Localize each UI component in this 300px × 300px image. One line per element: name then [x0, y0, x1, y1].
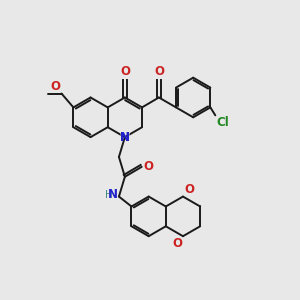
Text: N: N — [120, 130, 130, 144]
Text: N: N — [119, 130, 131, 145]
Text: N: N — [120, 130, 130, 144]
Text: O: O — [120, 65, 130, 78]
Text: N: N — [108, 188, 118, 201]
Text: O: O — [144, 160, 154, 173]
Text: Cl: Cl — [216, 116, 229, 129]
Text: O: O — [154, 65, 164, 78]
Text: O: O — [172, 237, 182, 250]
Text: H: H — [105, 190, 113, 200]
Text: O: O — [50, 80, 61, 92]
Text: O: O — [184, 183, 194, 196]
